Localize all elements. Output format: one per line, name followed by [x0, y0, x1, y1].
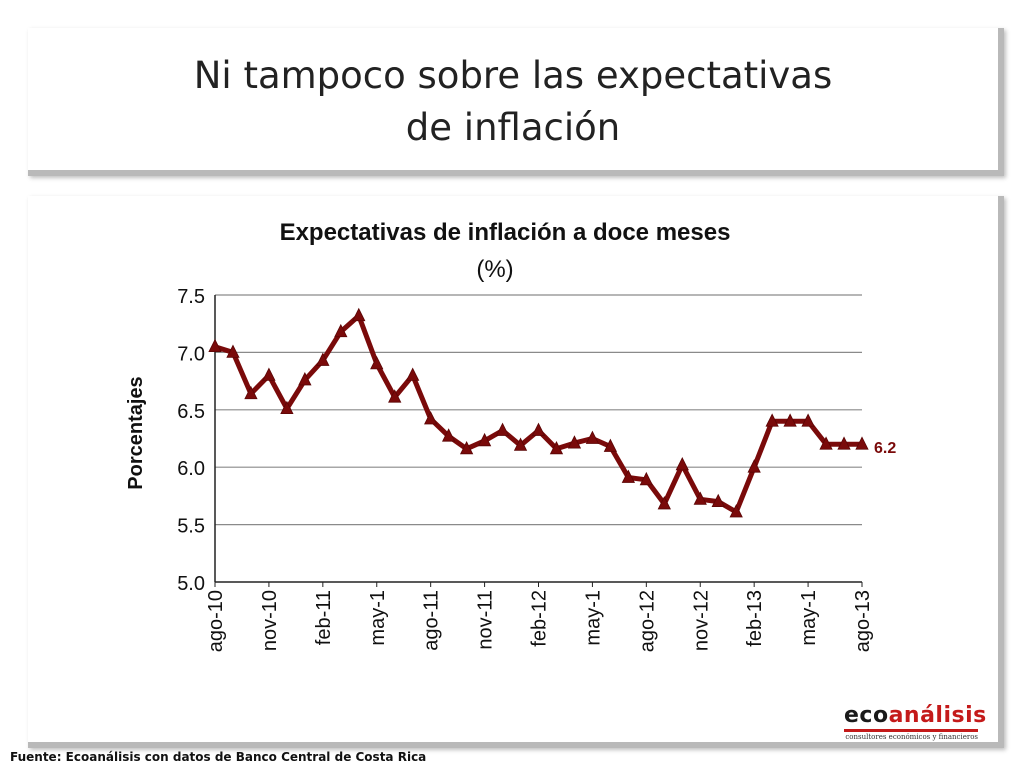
x-tick-label: nov-12	[690, 590, 712, 651]
x-tick-label: feb-12	[529, 590, 551, 647]
logo-tagline: consultores económicos y financieros	[845, 733, 978, 741]
data-point	[603, 438, 618, 452]
data-point	[477, 432, 492, 447]
source-note: Fuente: Ecoanálisis con datos de Banco C…	[10, 750, 427, 764]
x-tick-label: feb-13	[744, 590, 766, 647]
logo-underline	[844, 729, 978, 732]
logo-wordmark: ecoanálisis	[844, 703, 986, 728]
data-point	[316, 352, 330, 366]
data-point	[693, 491, 707, 505]
chart-title-line-2: (%)	[476, 256, 513, 283]
x-tick-label: ago-13	[852, 590, 874, 652]
data-point	[298, 372, 312, 386]
data-point	[729, 504, 743, 518]
data-point	[513, 437, 528, 451]
data-point	[657, 496, 671, 510]
end-value-label: 6.2	[874, 440, 896, 457]
data-point	[495, 422, 510, 436]
slide-title-line-2: de inflación	[405, 106, 621, 149]
data-point	[406, 367, 420, 381]
x-tick-label: ago-11	[421, 590, 443, 651]
x-tick-label: ago-10	[205, 590, 227, 652]
data-point	[837, 436, 851, 450]
slide-title: Ni tampoco sobre las expectativas de inf…	[28, 50, 998, 154]
y-tick-label: 5.5	[177, 516, 205, 538]
logo-eco: eco	[844, 703, 889, 728]
chart-title-line-1: Expectativas de inflación a doce meses	[280, 219, 731, 246]
data-point	[441, 428, 456, 442]
data-point	[639, 471, 653, 486]
ecoanalisis-logo: ecoanálisis consultores económicos y fin…	[844, 703, 986, 741]
data-point	[262, 367, 276, 381]
data-point	[801, 413, 815, 427]
title-panel	[28, 28, 1004, 176]
logo-analisis: análisis	[888, 703, 987, 728]
y-tick-label: 6.0	[177, 458, 205, 480]
x-tick-label: ago-12	[636, 590, 658, 652]
chart-panel	[28, 196, 1004, 748]
slide-title-line-1: Ni tampoco sobre las expectativas	[193, 54, 833, 97]
data-point	[459, 440, 474, 455]
series-line	[214, 313, 862, 515]
data-point	[675, 457, 689, 471]
data-point	[855, 436, 869, 450]
data-point	[621, 469, 636, 483]
y-tick-label: 6.5	[177, 401, 205, 423]
x-tick-label: nov-11	[475, 590, 497, 650]
data-point	[819, 436, 833, 450]
data-point	[783, 413, 797, 427]
data-point	[765, 413, 779, 427]
data-point	[226, 344, 240, 358]
data-point	[352, 307, 366, 322]
data-point	[280, 400, 294, 415]
data-point	[531, 422, 546, 436]
data-point	[549, 440, 564, 455]
y-axis-label: Porcentajes	[125, 376, 147, 489]
data-point	[424, 411, 438, 425]
y-tick-label: 7.0	[177, 343, 205, 365]
data-point	[370, 355, 384, 370]
data-point	[208, 338, 222, 353]
data-point	[711, 493, 725, 508]
x-tick-label: nov-10	[259, 590, 281, 651]
data-point	[388, 389, 402, 403]
x-tick-label: may-1	[798, 590, 820, 646]
y-tick-label: 5.0	[177, 573, 205, 595]
x-tick-label: may-1	[582, 590, 604, 646]
data-point	[567, 435, 582, 449]
data-point	[585, 430, 600, 444]
x-tick-label: feb-11	[313, 590, 335, 645]
data-point	[334, 323, 348, 338]
data-point	[244, 385, 258, 400]
x-tick-label: may-1	[367, 590, 389, 646]
y-tick-label: 7.5	[177, 286, 205, 308]
data-point	[747, 459, 761, 473]
